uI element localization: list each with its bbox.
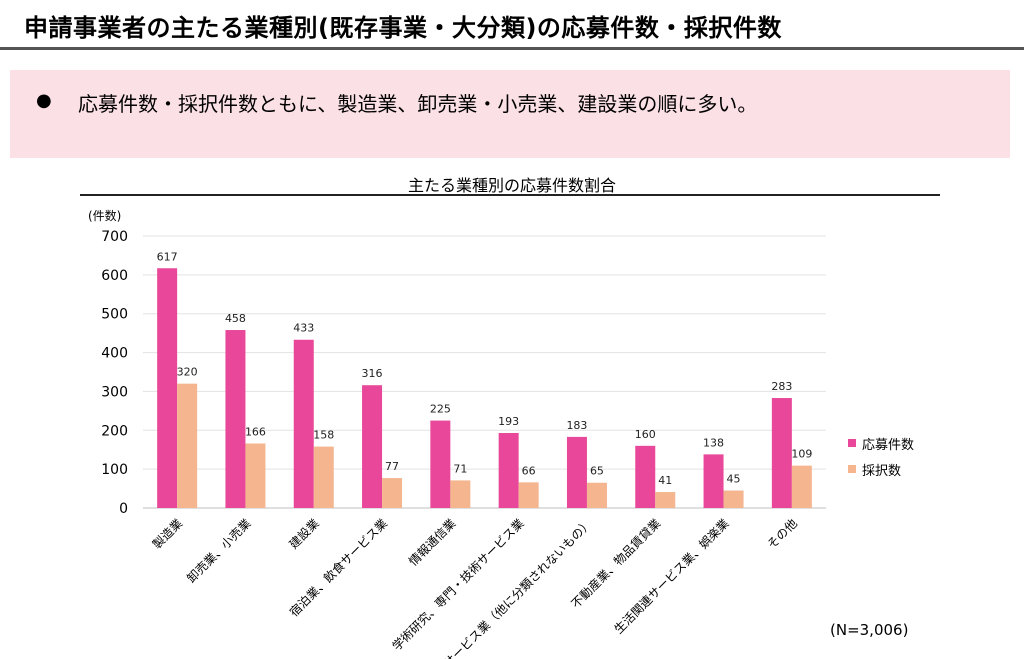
x-tick-label: 製造業 <box>150 516 185 551</box>
x-tick-label: その他 <box>765 516 800 551</box>
legend-item-adopted: 採択数 <box>848 459 914 479</box>
data-label-applications: 138 <box>703 436 724 449</box>
bar-applications <box>635 445 656 508</box>
data-label-applications: 183 <box>566 419 587 432</box>
bar-applications <box>225 330 246 508</box>
title-underline <box>0 47 1024 50</box>
sample-size-note: (N=3,006) <box>830 621 909 639</box>
bullet-icon: ● <box>36 90 52 111</box>
bar-adopted <box>518 482 539 508</box>
bar-applications <box>771 398 792 508</box>
chart-title-underline <box>80 194 940 196</box>
data-label-adopted: 71 <box>453 462 467 475</box>
data-label-adopted: 77 <box>385 460 399 473</box>
y-tick-label: 300 <box>101 384 128 400</box>
summary-callout: ● 応募件数・採択件数ともに、製造業、卸売業・小売業、建設業の順に多い。 <box>10 70 1010 158</box>
chart-title: 主たる業種別の応募件数割合 <box>407 176 616 195</box>
bar-applications <box>566 436 587 508</box>
y-tick-label: 400 <box>101 346 128 362</box>
data-label-adopted: 41 <box>658 474 672 487</box>
y-tick-label: 200 <box>101 423 128 439</box>
data-label-adopted: 65 <box>590 465 604 478</box>
legend-label-applications: 応募件数 <box>862 437 915 453</box>
x-tick-label: 建設業 <box>286 516 322 552</box>
bar-adopted <box>177 383 198 508</box>
data-label-adopted: 166 <box>245 425 266 438</box>
y-tick-label: 100 <box>101 462 128 478</box>
bar-adopted <box>791 465 812 508</box>
bar-adopted <box>723 490 744 508</box>
x-tick-label: 学術研究、専門・技術サービス業 <box>389 516 527 654</box>
y-tick-label: 600 <box>101 268 128 284</box>
summary-text: 応募件数・採択件数ともに、製造業、卸売業・小売業、建設業の順に多い。 <box>78 92 758 116</box>
bar-adopted <box>245 443 266 508</box>
data-label-applications: 458 <box>225 312 246 325</box>
bar-applications <box>157 268 178 508</box>
data-label-applications: 193 <box>498 415 519 428</box>
data-label-adopted: 158 <box>313 429 334 442</box>
y-tick-label: 500 <box>101 307 128 323</box>
data-label-applications: 160 <box>635 428 656 441</box>
data-label-applications: 283 <box>771 380 792 393</box>
legend-label-adopted: 採択数 <box>862 463 902 479</box>
x-tick-label: 情報通信業 <box>406 516 458 568</box>
bar-applications <box>293 339 314 508</box>
bar-adopted <box>655 492 676 508</box>
x-tick-label: 生活関連サービス業、娯楽業 <box>611 516 731 636</box>
data-label-adopted: 45 <box>727 473 741 486</box>
bar-applications <box>362 385 383 508</box>
data-label-applications: 316 <box>362 367 383 380</box>
y-axis-unit: (件数) <box>88 209 122 223</box>
chart-legend: 応募件数 採択数 <box>848 433 914 485</box>
bar-adopted <box>586 482 607 508</box>
data-label-adopted: 66 <box>522 464 536 477</box>
legend-swatch-applications <box>848 439 856 447</box>
data-label-adopted: 320 <box>177 366 198 379</box>
y-tick-label: 700 <box>101 229 128 245</box>
legend-item-applications: 応募件数 <box>848 433 914 453</box>
bar-applications <box>430 420 451 508</box>
bar-adopted <box>382 478 403 508</box>
data-label-adopted: 109 <box>791 448 812 461</box>
data-label-applications: 433 <box>293 322 314 335</box>
data-label-applications: 617 <box>157 250 178 263</box>
bar-applications <box>703 454 724 508</box>
bar-adopted <box>450 480 471 508</box>
y-tick-label: 0 <box>119 501 128 517</box>
legend-swatch-adopted <box>848 465 856 473</box>
data-label-applications: 225 <box>430 403 451 416</box>
bar-adopted <box>313 446 334 508</box>
page-title: 申請事業者の主たる業種別(既存事業・大分類)の応募件数・採択件数 <box>24 14 782 42</box>
bar-applications <box>498 433 519 508</box>
x-tick-label: 卸売業、小売業 <box>184 516 254 586</box>
